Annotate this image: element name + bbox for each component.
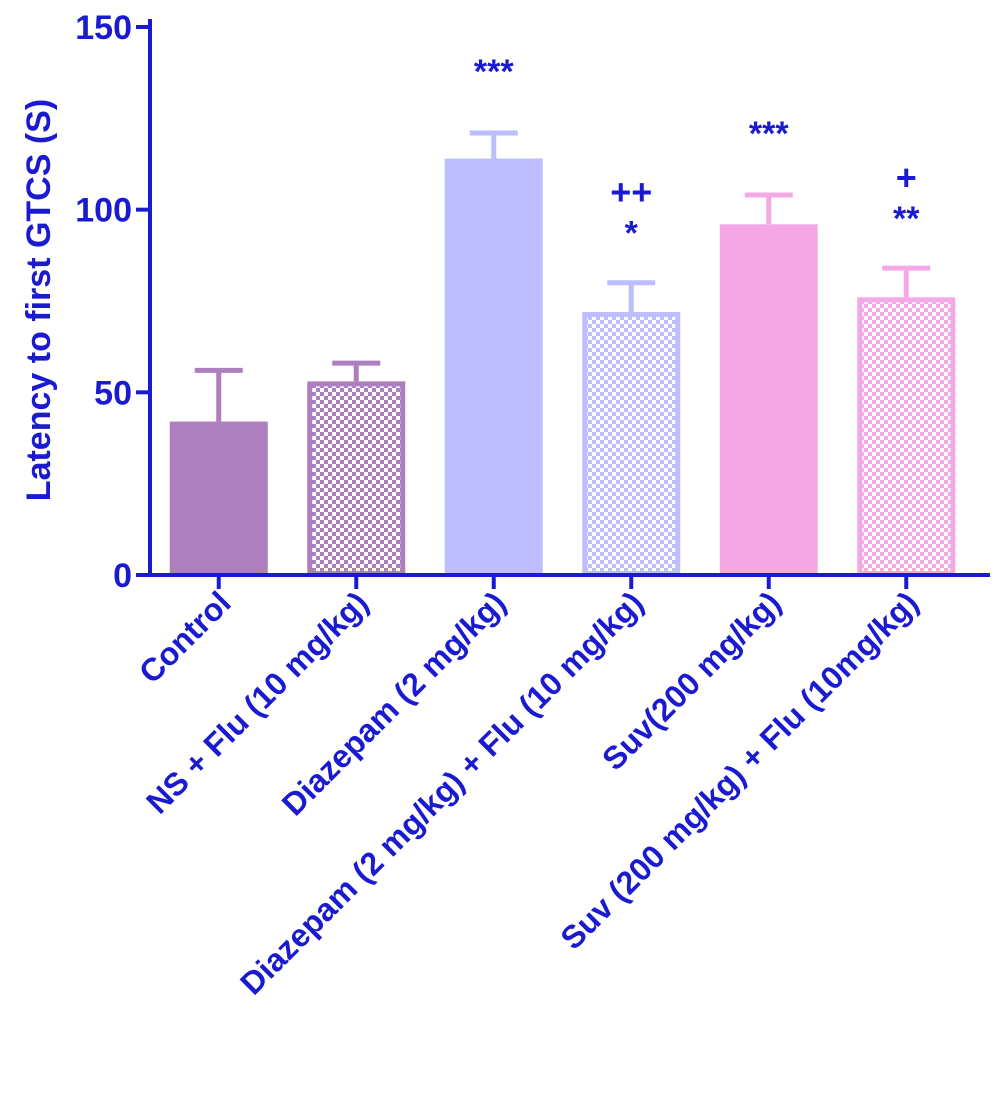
bar: [719, 224, 818, 576]
significance-plus: +: [896, 157, 917, 198]
bars: ****++*****+: [169, 53, 956, 577]
bar: [444, 158, 543, 577]
bar: [307, 381, 406, 576]
bar: [857, 297, 956, 576]
significance-stars: ***: [474, 53, 514, 91]
y-tick-label: 50: [94, 374, 132, 412]
bar: [169, 421, 268, 576]
y-axis: 0 50 100 150: [75, 9, 152, 595]
significance-stars: **: [893, 200, 920, 238]
x-tick-label: Diazepam (2 mg/kg): [275, 584, 513, 822]
significance-stars: ***: [749, 115, 789, 153]
significance-stars: *: [625, 215, 639, 253]
x-tick-label: Control: [132, 584, 238, 690]
significance-plus: ++: [610, 172, 652, 213]
y-tick-label: 150: [75, 9, 132, 47]
y-tick-label: 100: [75, 192, 132, 230]
bar: [582, 311, 681, 576]
x-tick-label: NS + Flu (10 mg/kg): [139, 584, 375, 820]
y-axis-label: Latency to first GTCS (S): [20, 99, 58, 501]
y-tick-label: 0: [113, 557, 132, 595]
